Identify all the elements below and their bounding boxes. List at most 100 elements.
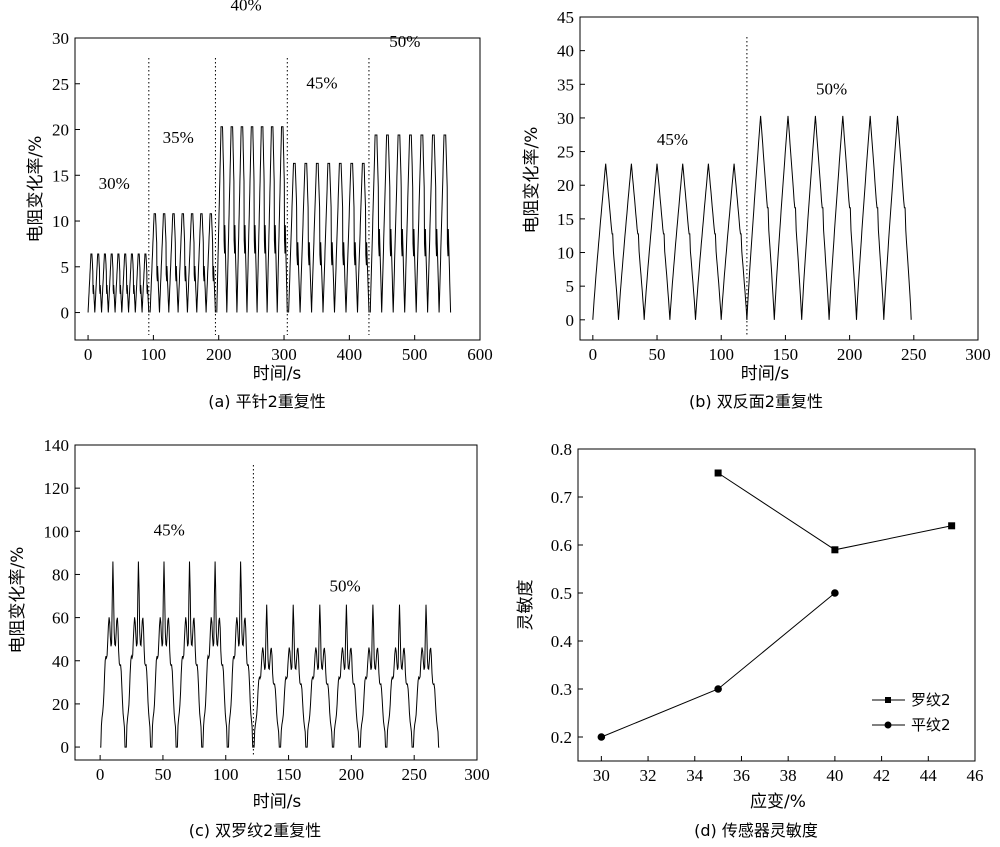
x-tick-label: 600 xyxy=(467,345,493,364)
y-tick-label: 0.5 xyxy=(551,584,572,603)
y-axis-label: 灵敏度 xyxy=(516,580,536,631)
data-point-square xyxy=(714,469,722,477)
x-tick-label: 100 xyxy=(141,345,167,364)
strain-annotation: 45% xyxy=(657,130,688,149)
y-tick-label: 0.3 xyxy=(551,680,572,699)
y-tick-label: 45 xyxy=(557,8,574,27)
data-point-square xyxy=(831,546,839,554)
x-tick-label: 400 xyxy=(337,345,363,364)
strain-annotation: 50% xyxy=(816,79,847,98)
y-tick-label: 20 xyxy=(52,695,69,714)
annotations: 45% 50% xyxy=(657,79,847,148)
y-ticks: 0.2 0.3 0.4 0.5 0.6 0.7 0.8 xyxy=(551,440,583,747)
x-tick-label: 44 xyxy=(920,766,938,785)
y-tick-label: 15 xyxy=(557,210,574,229)
y-tick-label: 5 xyxy=(61,258,70,277)
y-tick-label: 30 xyxy=(52,29,69,48)
trace-35pct xyxy=(149,213,216,313)
y-tick-label: 20 xyxy=(52,121,69,140)
x-tick-label: 36 xyxy=(733,766,750,785)
series-line-1 xyxy=(601,592,836,738)
x-tick-label: 0 xyxy=(84,345,93,364)
plot-frame xyxy=(579,16,979,341)
x-ticks: 0 50 100 150 200 250 300 xyxy=(589,335,991,364)
x-axis-label: 时间/s xyxy=(253,364,302,384)
x-tick-label: 250 xyxy=(401,765,427,784)
legend-label-rib: 罗纹2 xyxy=(911,691,951,709)
y-axis-label: 电阻变化率/% xyxy=(522,127,542,234)
y-tick-label: 60 xyxy=(52,609,69,628)
y-tick-label: 0.7 xyxy=(551,488,573,507)
strain-annotation: 50% xyxy=(330,577,361,596)
y-tick-label: 0.8 xyxy=(551,440,572,459)
trace-50pct xyxy=(746,115,912,320)
caption: (b) 双反面2重复性 xyxy=(689,392,823,411)
x-tick-label: 30 xyxy=(593,766,610,785)
annotations: 30% 35% 40% 45% 50% xyxy=(99,0,421,193)
x-tick-label: 200 xyxy=(206,345,232,364)
x-tick-label: 200 xyxy=(339,765,365,784)
x-tick-label: 32 xyxy=(640,766,657,785)
separators xyxy=(148,58,370,335)
strain-annotation: 35% xyxy=(163,128,194,147)
y-tick-label: 0.6 xyxy=(551,536,572,555)
data-point-circle xyxy=(831,589,839,597)
y-ticks: 0 5 10 15 20 25 30 xyxy=(52,29,80,323)
y-tick-label: 0.4 xyxy=(551,632,573,651)
trace-40pct xyxy=(216,126,288,313)
y-tick-label: 25 xyxy=(557,143,574,162)
trace-45pct xyxy=(100,561,254,748)
panel-c-repeatability-double-rib: 0 50 100 150 200 250 300 0 20 40 60 80 100 120 140 45… xyxy=(8,436,490,840)
x-tick-label: 150 xyxy=(276,765,302,784)
data-point-circle xyxy=(714,685,722,693)
data-point-square xyxy=(948,522,956,530)
x-tick-label: 250 xyxy=(901,345,927,364)
legend-marker-circle xyxy=(884,721,892,729)
trace-45pct xyxy=(288,162,370,313)
data-point-circle xyxy=(597,733,606,741)
y-tick-label: 40 xyxy=(52,652,69,671)
x-tick-label: 38 xyxy=(780,766,797,785)
trace-45pct xyxy=(592,163,748,320)
x-tick-label: 200 xyxy=(837,345,863,364)
x-tick-label: 34 xyxy=(686,766,704,785)
x-axis-label: 时间/s xyxy=(253,792,302,812)
x-tick-label: 0 xyxy=(589,345,598,364)
traces xyxy=(100,561,440,748)
y-tick-label: 120 xyxy=(44,479,70,498)
x-tick-label: 500 xyxy=(402,345,428,364)
trace-30pct xyxy=(87,253,150,313)
y-ticks: 0 5 10 15 20 25 30 35 40 45 xyxy=(557,8,585,330)
panel-b-repeatability-double-reverse: 0 50 100 150 200 250 300 0 5 10 15 20 25 30 35 40 45 45… xyxy=(522,8,991,411)
series-lines xyxy=(601,472,952,738)
caption: (d) 传感器灵敏度 xyxy=(694,821,818,840)
y-tick-label: 20 xyxy=(557,176,574,195)
legend-label-plain: 平纹2 xyxy=(911,716,951,734)
y-tick-label: 140 xyxy=(44,436,70,455)
x-axis-label: 应变/% xyxy=(750,792,806,812)
legend-marker-square xyxy=(885,697,891,703)
x-tick-label: 46 xyxy=(967,766,984,785)
plot-frame xyxy=(74,444,478,761)
x-tick-label: 40 xyxy=(826,766,843,785)
y-tick-label: 10 xyxy=(557,244,574,263)
y-tick-label: 40 xyxy=(557,42,574,61)
plot-frame xyxy=(74,37,481,341)
caption: (a) 平针2重复性 xyxy=(208,392,326,411)
series-line-0 xyxy=(717,472,952,551)
trace-50pct xyxy=(253,604,440,748)
y-tick-label: 15 xyxy=(52,166,69,185)
y-tick-label: 100 xyxy=(44,522,70,541)
strain-annotation: 45% xyxy=(306,73,337,92)
x-tick-label: 50 xyxy=(649,345,666,364)
x-tick-label: 300 xyxy=(965,345,991,364)
traces xyxy=(592,115,912,320)
x-axis-label: 时间/s xyxy=(741,364,790,384)
y-tick-label: 80 xyxy=(52,565,69,584)
y-tick-label: 10 xyxy=(52,212,69,231)
x-ticks: 0 50 100 150 200 250 300 xyxy=(96,755,490,784)
trace-50pct xyxy=(369,134,452,313)
y-tick-label: 0 xyxy=(61,304,70,323)
x-tick-label: 150 xyxy=(773,345,799,364)
